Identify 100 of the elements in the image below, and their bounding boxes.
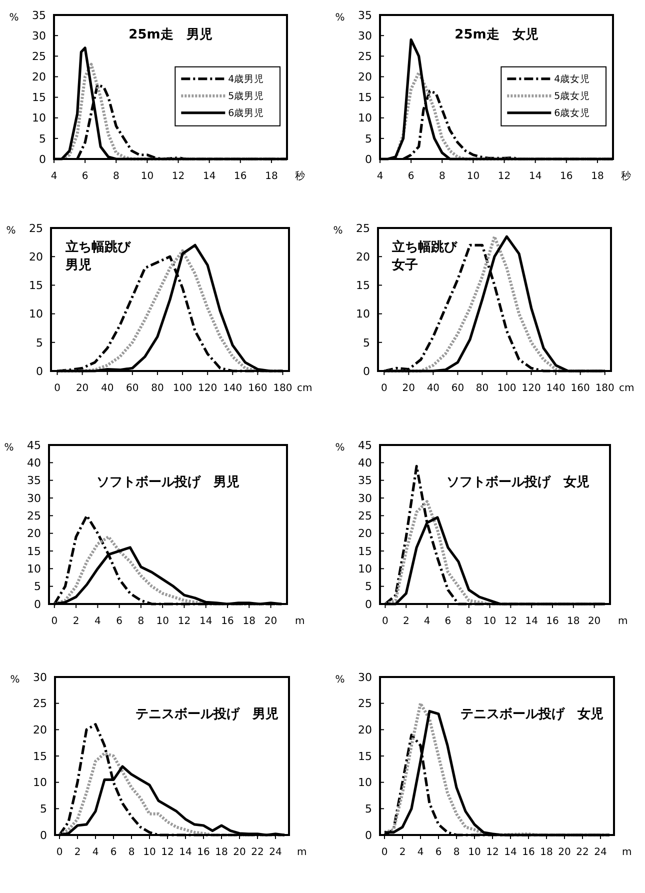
y-tick-label: 15 — [27, 544, 41, 558]
x-tick-label: 80 — [151, 383, 164, 394]
x-tick-label: 10 — [156, 616, 169, 627]
text: テニスボール投げ 男児 — [136, 706, 279, 722]
x-tick-label: 16 — [221, 616, 234, 627]
y-tick-label: 10 — [358, 112, 372, 125]
y-tick-label: 15 — [358, 544, 372, 558]
y-tick-label: 25 — [27, 510, 41, 523]
y-tick-label: 15 — [358, 750, 372, 763]
x-axis-title: cm — [297, 383, 312, 394]
legend-label: 5歳男児 — [228, 90, 264, 102]
x-tick-label: 2 — [402, 616, 410, 627]
y-axis-title: % — [333, 226, 343, 236]
y-tick-label: 30 — [27, 492, 41, 505]
y-tick-label: 35 — [27, 474, 41, 488]
y-tick-label: 25 — [358, 50, 372, 63]
text: ソフトボール投げ 女児 — [446, 475, 590, 490]
x-tick-label: 40 — [426, 383, 440, 394]
y-tick-label: 0 — [365, 598, 372, 611]
x-tick-label: 6 — [110, 847, 117, 858]
x-tick-label: 4 — [94, 616, 101, 627]
x-tick-label: 14 — [202, 171, 216, 182]
x-tick-label: 4 — [417, 847, 424, 858]
x-tick-label: 20 — [76, 383, 89, 394]
x-tick-label: 16 — [546, 616, 559, 627]
y-tick-label: 10 — [29, 308, 43, 321]
y-axis-title: % — [335, 12, 345, 24]
x-tick-label: 8 — [128, 847, 135, 858]
y-tick-label: 25 — [358, 697, 372, 710]
x-tick-label: 12 — [172, 171, 185, 182]
x-tick-label: 18 — [242, 616, 256, 627]
x-tick-label: 12 — [161, 847, 174, 858]
y-tick-label: 20 — [358, 527, 372, 540]
y-tick-label: 5 — [363, 336, 370, 350]
y-axis-title: % — [9, 12, 19, 24]
x-tick-label: 10 — [140, 171, 154, 182]
y-tick-label: 15 — [356, 279, 370, 292]
x-tick-label: 20 — [558, 847, 571, 858]
x-axis-title: m — [295, 616, 305, 627]
x-tick-label: 0 — [380, 383, 388, 394]
x-tick-label: 140 — [223, 383, 242, 394]
y-tick-label: 20 — [27, 527, 41, 540]
x-tick-label: 0 — [54, 383, 60, 394]
x-tick-label: 4 — [92, 847, 99, 858]
x-tick-label: 16 — [560, 171, 573, 182]
x-tick-label: 8 — [138, 616, 144, 627]
y-tick-label: 20 — [358, 70, 372, 84]
y-tick-label: 35 — [358, 8, 372, 22]
y-tick-label: 20 — [29, 250, 43, 264]
x-tick-label: 12 — [178, 616, 191, 627]
y-tick-label: 10 — [358, 562, 372, 576]
x-tick-label: 12 — [498, 171, 511, 182]
y-tick-label: 0 — [40, 828, 47, 842]
x-tick-label: 4 — [424, 616, 430, 627]
legend-label: 6歳男児 — [228, 107, 264, 120]
y-tick-label: 15 — [33, 750, 47, 763]
x-tick-label: 4 — [376, 171, 384, 182]
y-tick-label: 20 — [358, 724, 372, 737]
y-tick-label: 5 — [36, 336, 43, 350]
x-tick-label: 6 — [444, 616, 452, 627]
y-tick-label: 15 — [32, 91, 46, 104]
x-tick-label: 2 — [72, 616, 80, 627]
y-tick-label: 0 — [363, 364, 370, 378]
y-tick-label: 45 — [27, 438, 41, 452]
x-tick-label: 10 — [466, 171, 480, 182]
x-tick-label: 2 — [74, 847, 81, 858]
y-tick-label: 5 — [34, 580, 41, 594]
legend-label: 4歳女児 — [554, 73, 590, 86]
x-tick-label: 100 — [497, 383, 516, 394]
x-tick-label: 6 — [116, 616, 123, 627]
x-tick-label: 24 — [594, 847, 607, 858]
legend-label: 4歳男児 — [228, 73, 264, 86]
x-tick-label: 20 — [233, 847, 246, 858]
y-tick-label: 5 — [40, 802, 47, 816]
y-tick-label: 30 — [32, 29, 46, 42]
y-tick-label: 10 — [358, 776, 372, 790]
y-tick-label: 10 — [32, 112, 46, 125]
y-tick-label: 30 — [358, 29, 372, 42]
text: 25m走 男児 — [128, 27, 212, 42]
x-tick-label: 100 — [172, 383, 192, 394]
y-tick-label: 25 — [356, 222, 370, 235]
x-axis-title: cm — [619, 383, 634, 394]
x-tick-label: 14 — [179, 847, 192, 858]
x-tick-label: 10 — [468, 847, 481, 858]
x-tick-label: 140 — [546, 383, 566, 394]
x-tick-label: 10 — [483, 616, 496, 627]
legend-label: 6歳女児 — [554, 107, 590, 120]
x-tick-label: 120 — [522, 383, 541, 394]
x-tick-label: 14 — [504, 847, 517, 858]
x-tick-label: 22 — [251, 847, 264, 858]
x-tick-label: 16 — [234, 171, 247, 182]
y-tick-label: 5 — [365, 132, 372, 146]
x-tick-label: 22 — [576, 847, 589, 858]
x-tick-label: 6 — [408, 171, 414, 182]
text: 25m走 女児 — [454, 27, 538, 42]
text: テニスボール投げ 女児 — [460, 706, 604, 722]
y-tick-label: 30 — [358, 492, 372, 505]
x-tick-label: 6 — [435, 847, 442, 858]
y-axis-title: % — [10, 674, 20, 686]
y-tick-label: 10 — [33, 776, 47, 790]
